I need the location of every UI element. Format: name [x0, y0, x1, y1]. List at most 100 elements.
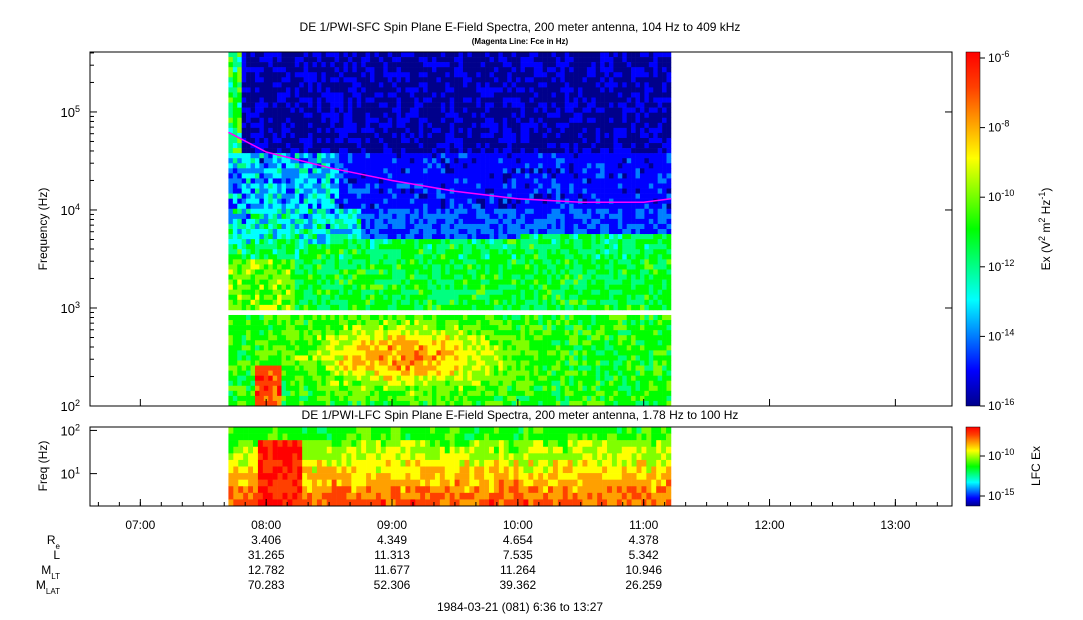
heatmap-cell	[294, 148, 300, 154]
heatmap-cell	[405, 360, 411, 366]
heatmap-cell	[241, 173, 247, 179]
heatmap-cell	[294, 370, 300, 376]
heatmap-cell	[449, 355, 455, 361]
heatmap-cell	[303, 274, 309, 280]
heatmap-cell	[401, 213, 406, 220]
heatmap-cell	[449, 137, 455, 144]
heatmap-cell	[507, 234, 512, 240]
heatmap-cell	[259, 183, 265, 189]
heatmap-cell	[250, 370, 256, 376]
heatmap-cell	[250, 239, 256, 245]
heatmap-cell	[489, 163, 495, 169]
heatmap-cell	[254, 213, 260, 220]
heatmap-cell	[339, 289, 344, 296]
heatmap-cell	[365, 158, 371, 164]
heatmap-cell	[489, 325, 495, 331]
heatmap-cell	[392, 244, 397, 250]
heatmap-cell	[246, 102, 251, 108]
heatmap-cell	[370, 163, 375, 169]
heatmap-cell	[480, 244, 486, 250]
heatmap-cell	[294, 137, 300, 144]
heatmap-cell	[396, 82, 402, 88]
heatmap-cell	[232, 62, 238, 68]
heatmap-cell	[254, 244, 260, 250]
heatmap-cell	[299, 127, 304, 134]
heatmap-cell	[378, 259, 384, 265]
heatmap-cell	[246, 249, 251, 255]
heatmap-cell	[401, 284, 406, 290]
heatmap-cell	[462, 239, 468, 245]
heatmap-cell	[409, 335, 415, 341]
heatmap-cell	[409, 137, 415, 144]
heatmap-cell	[263, 67, 269, 73]
heatmap-cell	[427, 82, 433, 88]
heatmap-cell	[365, 82, 371, 88]
heatmap-cell	[321, 62, 327, 68]
heatmap-cell	[250, 132, 256, 139]
heatmap-cell	[339, 345, 344, 351]
heatmap-cell	[228, 375, 234, 382]
heatmap-cell	[285, 385, 291, 392]
heatmap-cell	[547, 87, 552, 93]
heatmap-cell	[330, 127, 335, 134]
heatmap-cell	[277, 127, 282, 134]
heatmap-cell	[268, 320, 273, 326]
heatmap-cell	[259, 264, 265, 270]
heatmap-cell	[378, 218, 384, 225]
heatmap-cell	[520, 223, 526, 230]
heatmap-cell	[485, 264, 490, 270]
heatmap-cell	[516, 340, 521, 346]
heatmap-cell	[507, 249, 512, 255]
heatmap-cell	[524, 102, 530, 108]
heatmap-cell	[427, 57, 433, 63]
heatmap-cell	[361, 163, 366, 169]
heatmap-cell	[290, 284, 296, 290]
heatmap-cell	[520, 395, 526, 402]
heatmap-cell	[339, 244, 344, 250]
heatmap-cell	[272, 395, 278, 402]
heatmap-cell	[285, 208, 291, 215]
heatmap-cell	[516, 117, 521, 124]
heatmap-cell	[241, 153, 247, 159]
heatmap-cell	[378, 314, 384, 321]
heatmap-cell	[511, 107, 517, 113]
heatmap-cell	[436, 294, 442, 301]
heatmap-cell	[471, 117, 477, 124]
heatmap-cell	[431, 158, 437, 164]
heatmap-cell	[241, 87, 247, 93]
heatmap-cell	[365, 274, 371, 280]
heatmap-cell	[440, 163, 446, 169]
heatmap-cell	[458, 284, 464, 290]
heatmap-cell	[520, 158, 526, 164]
heatmap-cell	[365, 153, 371, 159]
heatmap-cell	[272, 198, 278, 205]
heatmap-cell	[493, 254, 499, 260]
heatmap-cell	[374, 188, 380, 194]
heatmap-cell	[538, 208, 543, 215]
heatmap-cell	[409, 239, 415, 245]
heatmap-cell	[480, 385, 486, 392]
heatmap-cell	[445, 122, 450, 129]
heatmap-cell	[312, 269, 318, 275]
heatmap-cell	[325, 289, 331, 296]
heatmap-cell	[303, 52, 309, 58]
heatmap-cell	[228, 203, 234, 210]
heatmap-cell	[374, 72, 380, 78]
heatmap-cell	[524, 249, 530, 255]
heatmap-cell	[476, 72, 481, 78]
heatmap-cell	[334, 269, 340, 275]
heatmap-cell	[268, 62, 273, 68]
heatmap-cell	[520, 72, 526, 78]
heatmap-cell	[259, 143, 265, 149]
heatmap-cell	[511, 117, 517, 124]
heatmap-cell	[401, 385, 406, 392]
heatmap-cell	[263, 244, 269, 250]
heatmap-cell	[547, 137, 552, 144]
heatmap-cell	[232, 173, 238, 179]
heatmap-cell	[436, 148, 442, 154]
heatmap-cell	[467, 249, 473, 255]
heatmap-cell	[347, 132, 353, 139]
heatmap-cell	[467, 335, 473, 341]
heatmap-cell	[370, 299, 375, 306]
heatmap-cell	[418, 213, 424, 220]
